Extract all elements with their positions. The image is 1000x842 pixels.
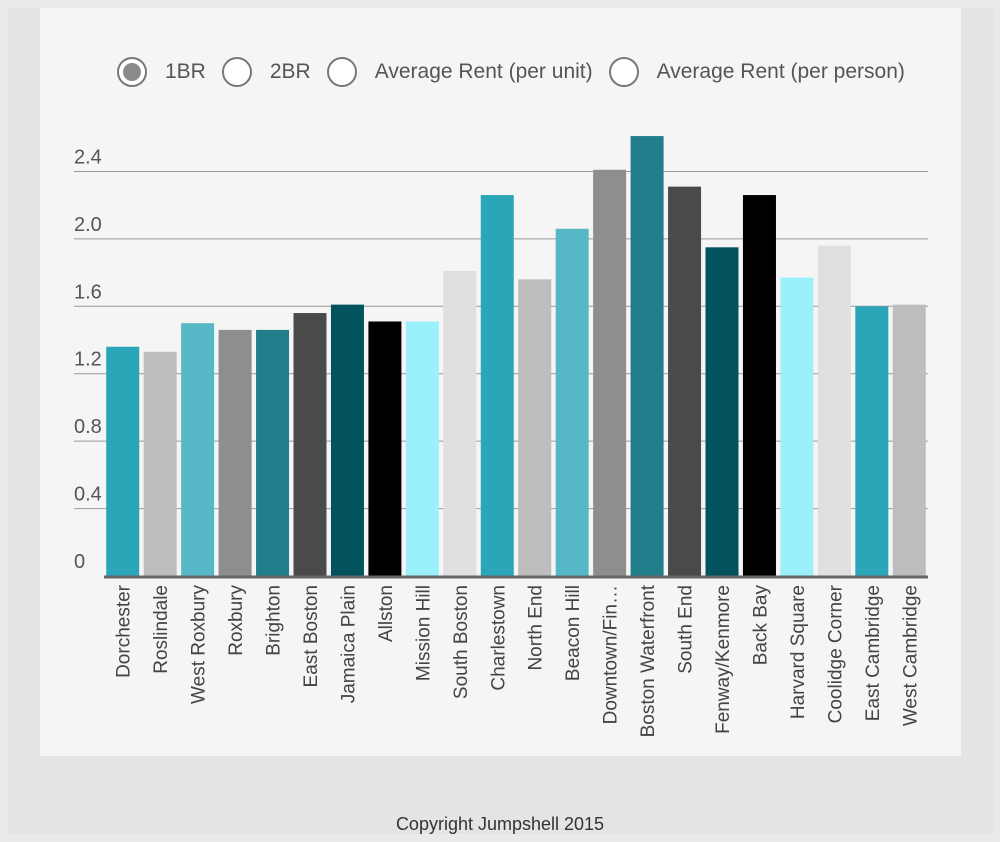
y-tick-label: 2.0	[74, 214, 102, 236]
x-tick-label: Beacon Hill	[563, 585, 584, 681]
x-tick-label: Brighton	[264, 585, 285, 656]
radio-label: 2BR	[269, 60, 311, 83]
x-tick-label: East Boston	[301, 585, 322, 687]
y-tick-label: 1.6	[74, 281, 102, 303]
x-tick-label: South Boston	[451, 585, 472, 699]
x-tick-label: Back Bay	[750, 585, 771, 666]
x-tick-label: Charlestown	[488, 585, 509, 691]
y-tick-label: 1.2	[74, 349, 102, 371]
bar[interactable]	[518, 279, 552, 576]
x-tick-label: South End	[676, 585, 697, 674]
bar[interactable]	[368, 321, 402, 576]
y-tick-label: 0.8	[74, 416, 102, 438]
radio-label: Average Rent (per person)	[656, 60, 905, 83]
radio-label: 1BR	[165, 60, 206, 83]
x-tick-label: Fenway/Kenmore	[713, 585, 734, 734]
radio-dot	[123, 63, 141, 81]
bar[interactable]	[855, 306, 889, 576]
x-tick-label: East Cambridge	[863, 585, 884, 721]
series-selector: 1BR 2BR Average Rent (per unit) Average …	[117, 52, 921, 92]
bar[interactable]	[181, 323, 215, 576]
bar[interactable]	[630, 136, 664, 576]
radio-circle[interactable]	[326, 57, 357, 87]
x-tick-label: Roxbury	[226, 585, 247, 656]
radio-circle[interactable]	[608, 57, 639, 87]
radio-label: Average Rent (per unit)	[374, 60, 593, 83]
y-tick-label: 0	[74, 551, 85, 573]
bar[interactable]	[817, 245, 851, 576]
bar[interactable]	[555, 228, 589, 577]
radio-avg-rent-person[interactable]: Average Rent (per person)	[608, 57, 905, 87]
bar[interactable]	[780, 277, 814, 576]
y-tick-label: 0.4	[74, 484, 102, 506]
bar[interactable]	[218, 329, 252, 576]
bar[interactable]	[256, 329, 290, 576]
radio-1br[interactable]: 1BR	[117, 57, 206, 87]
x-tick-label: Downtown/Fin…	[601, 585, 622, 724]
bar[interactable]	[705, 247, 739, 576]
x-tick-label: Dorchester	[114, 584, 135, 678]
x-tick-label: Mission Hill	[413, 585, 434, 681]
bar[interactable]	[106, 346, 140, 576]
bar[interactable]	[443, 270, 477, 576]
x-tick-label: West Cambridge	[900, 585, 921, 726]
radio-circle[interactable]	[117, 57, 147, 87]
bar[interactable]	[480, 195, 514, 576]
x-tick-label: Boston Waterfront	[638, 584, 659, 737]
x-tick-label: Allston	[376, 585, 397, 642]
x-tick-label: Roslindale	[151, 585, 172, 674]
x-tick-label: West Roxbury	[189, 585, 210, 704]
radio-avg-rent-unit[interactable]: Average Rent (per unit)	[326, 57, 593, 87]
x-tick-label: North End	[526, 585, 547, 671]
x-tick-label: Jamaica Plain	[338, 585, 359, 703]
bar[interactable]	[742, 195, 776, 576]
bar[interactable]	[405, 321, 439, 576]
copyright-text: Copyright Jumpshell 2015	[395, 814, 605, 834]
bar[interactable]	[293, 313, 327, 576]
x-tick-label: Harvard Square	[788, 585, 809, 719]
bar[interactable]	[593, 169, 627, 577]
x-tick-label: Coolidge Corner	[825, 584, 846, 723]
bar[interactable]	[668, 186, 702, 576]
radio-2br[interactable]: 2BR	[221, 57, 311, 87]
bar[interactable]	[143, 351, 177, 576]
radio-circle[interactable]	[221, 57, 252, 87]
y-tick-label: 2.4	[74, 146, 102, 168]
bar[interactable]	[330, 304, 364, 576]
bar[interactable]	[892, 304, 926, 576]
